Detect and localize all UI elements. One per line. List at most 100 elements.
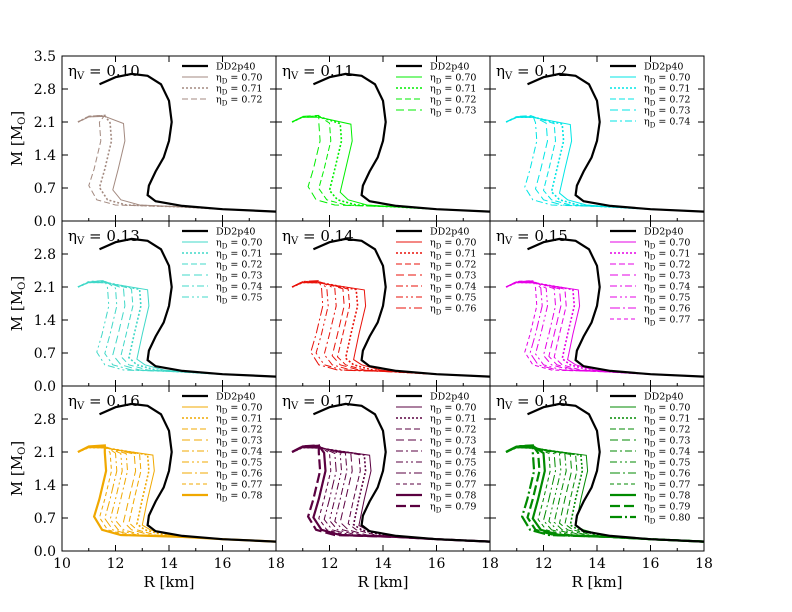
legend-label: ηD = 0.76: [644, 469, 690, 482]
legend-label: ηD = 0.73: [430, 271, 476, 284]
reference-curve-dd2p40: [99, 237, 276, 378]
series-line-eta-d-072: [77, 281, 276, 378]
panel-title: ηV = 0.16: [68, 392, 140, 412]
y-tick-label: 2.8: [34, 247, 56, 263]
legend-label: ηD = 0.73: [216, 271, 262, 284]
y-tick-label: 0.7: [34, 346, 56, 362]
legend-label-dd2p40: DD2p40: [216, 227, 255, 238]
y-tick-label: 2.1: [34, 115, 56, 131]
legend-label: ηD = 0.75: [644, 293, 690, 306]
series-line-eta-d-072: [505, 116, 704, 213]
legend-label: ηD = 0.74: [430, 282, 476, 295]
series-line-eta-d-073: [291, 114, 490, 213]
legend-label: ηD = 0.71: [216, 84, 262, 97]
y-tick-label: 0.0: [34, 379, 56, 395]
legend-label-dd2p40: DD2p40: [216, 62, 255, 73]
legend-label: ηD = 0.74: [216, 447, 262, 460]
panel-title: ηV = 0.14: [282, 227, 354, 247]
reference-curve-dd2p40: [527, 402, 704, 543]
panel-curves: [291, 237, 490, 378]
x-tick-label: 12: [107, 556, 125, 572]
y-tick-label: 0.0: [34, 544, 56, 560]
series-line-eta-d-071: [77, 281, 276, 378]
legend-label: ηD = 0.71: [644, 84, 690, 97]
panel-title: ηV = 0.12: [496, 62, 568, 82]
legend-label-dd2p40: DD2p40: [430, 227, 469, 238]
legend-label: ηD = 0.75: [644, 458, 690, 471]
legend-label: ηD = 0.73: [430, 436, 476, 449]
legend-label: ηD = 0.77: [216, 480, 262, 493]
legend-label: ηD = 0.70: [644, 238, 690, 251]
legend-label: ηD = 0.78: [430, 491, 476, 504]
legend-label: ηD = 0.77: [430, 480, 476, 493]
legend-label: ηD = 0.71: [216, 414, 262, 427]
series-line-eta-d-074: [505, 115, 704, 213]
legend-label: ηD = 0.72: [644, 260, 690, 273]
legend-label: ηD = 0.70: [644, 403, 690, 416]
legend-label-dd2p40: DD2p40: [644, 392, 683, 403]
legend-label: ηD = 0.78: [644, 491, 690, 504]
y-tick-label: 2.8: [34, 412, 56, 428]
legend-label: ηD = 0.70: [644, 73, 690, 86]
x-tick-label: 16: [428, 556, 446, 572]
legend-label: ηD = 0.75: [216, 458, 262, 471]
legend-label: ηD = 0.74: [644, 117, 690, 130]
series-line-eta-d-08: [505, 444, 704, 543]
legend-label: ηD = 0.72: [216, 260, 262, 273]
legend-label: ηD = 0.73: [644, 436, 690, 449]
series-line-eta-d-072: [291, 281, 490, 378]
series-line-eta-d-07: [505, 282, 704, 378]
x-tick-label: 16: [214, 556, 232, 572]
series-line-eta-d-072: [505, 281, 704, 378]
series-line-eta-d-071: [291, 446, 490, 543]
x-tick-label: 18: [695, 556, 713, 572]
legend-label: ηD = 0.76: [430, 469, 476, 482]
series-line-eta-d-077: [505, 280, 704, 378]
y-axis-label: M [MO]: [8, 276, 28, 331]
x-tick-label: 14: [160, 556, 178, 572]
legend-label: ηD = 0.74: [644, 447, 690, 460]
panel-title: ηV = 0.18: [496, 392, 568, 412]
legend-label: ηD = 0.72: [430, 95, 476, 108]
legend-label: ηD = 0.72: [216, 95, 262, 108]
legend-label: ηD = 0.76: [644, 304, 690, 317]
legend-label: ηD = 0.70: [430, 73, 476, 86]
series-line-eta-d-073: [505, 281, 704, 378]
panel-title: ηV = 0.13: [68, 227, 140, 247]
y-tick-label: 1.4: [34, 148, 56, 164]
legend-label: ηD = 0.70: [216, 238, 262, 251]
series-line-eta-d-075: [77, 280, 276, 378]
series-line-eta-d-071: [77, 114, 276, 213]
panel-curves: [505, 237, 704, 378]
legend-label: ηD = 0.71: [430, 84, 476, 97]
legend-label: ηD = 0.70: [430, 403, 476, 416]
legend-label: ηD = 0.72: [216, 425, 262, 438]
series-line-eta-d-07: [77, 281, 276, 378]
y-tick-label: 0.7: [34, 511, 56, 527]
panel-title: ηV = 0.10: [68, 62, 140, 82]
legend-label: ηD = 0.71: [644, 249, 690, 262]
legend-label: ηD = 0.73: [644, 106, 690, 119]
series-line-eta-d-071: [291, 281, 490, 378]
y-tick-label: 2.8: [34, 82, 56, 98]
x-axis-label: R [km]: [571, 573, 622, 591]
y-tick-label: 0.7: [34, 181, 56, 197]
legend-label: ηD = 0.75: [216, 293, 262, 306]
reference-curve-dd2p40: [99, 402, 276, 543]
x-tick-label: 16: [642, 556, 660, 572]
series-line-eta-d-075: [291, 280, 490, 378]
legend-label: ηD = 0.74: [644, 282, 690, 295]
legend-label: ηD = 0.75: [430, 458, 476, 471]
series-line-eta-d-076: [291, 280, 490, 378]
legend-label: ηD = 0.73: [644, 271, 690, 284]
panel-curves: [291, 72, 490, 213]
legend-label: ηD = 0.71: [430, 414, 476, 427]
x-tick-label: 18: [481, 556, 499, 572]
y-axis-label: M [MO]: [8, 111, 28, 166]
